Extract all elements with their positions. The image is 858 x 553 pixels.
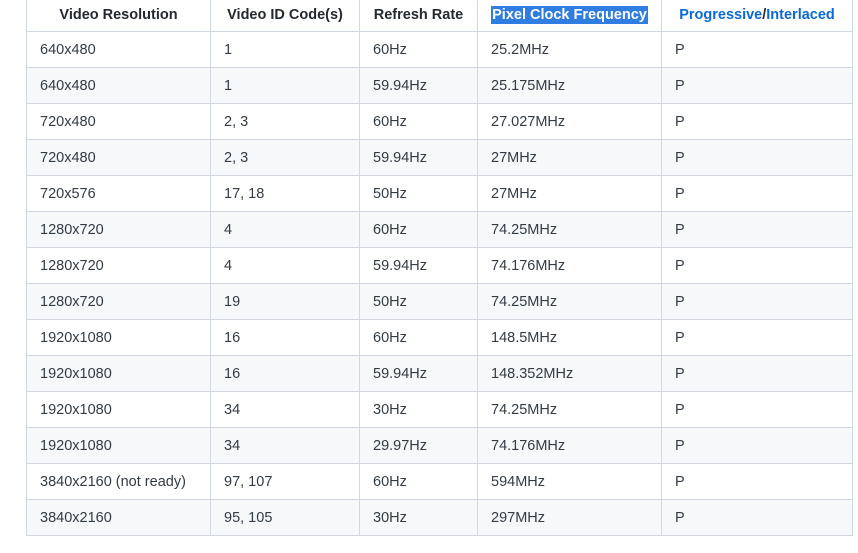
cell-pixel-clock-frequency: 297MHz [477, 499, 662, 536]
table-body: 640x480 1 60Hz 25.2MHz P 640x480 1 59.94Hz 25.17… [26, 31, 853, 536]
cell-video-resolution: 640x480 [26, 67, 211, 104]
cell-video-id-codes: 34 [210, 427, 360, 464]
table-row: 3840x2160 (not ready) 97, 107 60Hz 594MHz P [26, 463, 853, 500]
cell-refresh-rate: 60Hz [359, 103, 478, 140]
cell-scan-type: P [661, 139, 853, 176]
cell-scan-type: P [661, 283, 853, 320]
cell-refresh-rate: 60Hz [359, 211, 478, 248]
cell-video-id-codes: 4 [210, 211, 360, 248]
cell-pixel-clock-frequency: 25.175MHz [477, 67, 662, 104]
cell-video-id-codes: 16 [210, 319, 360, 356]
cell-scan-type: P [661, 103, 853, 140]
cell-refresh-rate: 50Hz [359, 175, 478, 212]
cell-scan-type: P [661, 175, 853, 212]
table-row: 640x480 1 59.94Hz 25.175MHz P [26, 67, 853, 104]
cell-video-resolution: 720x480 [26, 139, 211, 176]
cell-video-id-codes: 95, 105 [210, 499, 360, 536]
cell-refresh-rate: 30Hz [359, 391, 478, 428]
cell-pixel-clock-frequency: 74.25MHz [477, 211, 662, 248]
video-timings-table: Video Resolution Video ID Code(s) Refres… [26, 0, 853, 536]
cell-refresh-rate: 50Hz [359, 283, 478, 320]
cell-refresh-rate: 59.94Hz [359, 247, 478, 284]
cell-pixel-clock-frequency: 25.2MHz [477, 31, 662, 68]
cell-pixel-clock-frequency: 148.352MHz [477, 355, 662, 392]
cell-pixel-clock-frequency: 27MHz [477, 175, 662, 212]
table-row: 1920x1080 34 29.97Hz 74.176MHz P [26, 427, 853, 464]
table-row: 720x480 2, 3 60Hz 27.027MHz P [26, 103, 853, 140]
cell-refresh-rate: 29.97Hz [359, 427, 478, 464]
table-row: 1280x720 19 50Hz 74.25MHz P [26, 283, 853, 320]
cell-pixel-clock-frequency: 74.176MHz [477, 427, 662, 464]
cell-video-resolution: 1920x1080 [26, 427, 211, 464]
cell-scan-type: P [661, 319, 853, 356]
cell-video-resolution: 1280x720 [26, 211, 211, 248]
cell-video-id-codes: 2, 3 [210, 139, 360, 176]
table-row: 1920x1080 16 60Hz 148.5MHz P [26, 319, 853, 356]
header-video-resolution: Video Resolution [26, 0, 211, 32]
table-row: 1280x720 4 60Hz 74.25MHz P [26, 211, 853, 248]
cell-pixel-clock-frequency: 74.25MHz [477, 283, 662, 320]
cell-refresh-rate: 59.94Hz [359, 355, 478, 392]
table-row: 640x480 1 60Hz 25.2MHz P [26, 31, 853, 68]
header-row: Video Resolution Video ID Code(s) Refres… [26, 0, 853, 32]
cell-refresh-rate: 30Hz [359, 499, 478, 536]
cell-video-id-codes: 4 [210, 247, 360, 284]
cell-video-id-codes: 17, 18 [210, 175, 360, 212]
cell-video-id-codes: 34 [210, 391, 360, 428]
cell-scan-type: P [661, 463, 853, 500]
header-separator: / [762, 7, 767, 23]
cell-video-resolution: 720x480 [26, 103, 211, 140]
cell-scan-type: P [661, 247, 853, 284]
cell-refresh-rate: 60Hz [359, 463, 478, 500]
cell-video-id-codes: 1 [210, 67, 360, 104]
cell-video-resolution: 3840x2160 (not ready) [26, 463, 211, 500]
cell-pixel-clock-frequency: 27.027MHz [477, 103, 662, 140]
cell-video-resolution: 1920x1080 [26, 355, 211, 392]
cell-video-resolution: 1920x1080 [26, 391, 211, 428]
cell-video-resolution: 1920x1080 [26, 319, 211, 356]
cell-scan-type: P [661, 67, 853, 104]
table-row: 1280x720 4 59.94Hz 74.176MHz P [26, 247, 853, 284]
cell-video-resolution: 640x480 [26, 31, 211, 68]
cell-scan-type: P [661, 391, 853, 428]
cell-refresh-rate: 59.94Hz [359, 139, 478, 176]
header-pixel-clock-frequency: Pixel Clock Frequency [477, 0, 662, 32]
header-refresh-rate: Refresh Rate [359, 0, 478, 32]
cell-pixel-clock-frequency: 27MHz [477, 139, 662, 176]
cell-refresh-rate: 59.94Hz [359, 67, 478, 104]
table-row: 720x480 2, 3 59.94Hz 27MHz P [26, 139, 853, 176]
header-progressive-interlaced: Progressive/Interlaced [661, 0, 853, 32]
cell-scan-type: P [661, 427, 853, 464]
cell-scan-type: P [661, 499, 853, 536]
cell-video-resolution: 1280x720 [26, 247, 211, 284]
cell-video-id-codes: 19 [210, 283, 360, 320]
cell-scan-type: P [661, 31, 853, 68]
table-row: 1920x1080 34 30Hz 74.25MHz P [26, 391, 853, 428]
table-row: 1920x1080 16 59.94Hz 148.352MHz P [26, 355, 853, 392]
cell-scan-type: P [661, 211, 853, 248]
header-video-id-codes: Video ID Code(s) [210, 0, 360, 32]
progressive-link[interactable]: Progressive [679, 7, 763, 23]
cell-pixel-clock-frequency: 148.5MHz [477, 319, 662, 356]
cell-video-resolution: 720x576 [26, 175, 211, 212]
cell-scan-type: P [661, 355, 853, 392]
cell-pixel-clock-frequency: 74.25MHz [477, 391, 662, 428]
interlaced-link[interactable]: Interlaced [766, 7, 835, 23]
selected-header-text[interactable]: Pixel Clock Frequency [491, 6, 648, 24]
cell-pixel-clock-frequency: 594MHz [477, 463, 662, 500]
cell-video-id-codes: 16 [210, 355, 360, 392]
cell-video-resolution: 1280x720 [26, 283, 211, 320]
cell-refresh-rate: 60Hz [359, 319, 478, 356]
table-header: Video Resolution Video ID Code(s) Refres… [26, 0, 853, 32]
table-row: 720x576 17, 18 50Hz 27MHz P [26, 175, 853, 212]
cell-video-id-codes: 2, 3 [210, 103, 360, 140]
cell-pixel-clock-frequency: 74.176MHz [477, 247, 662, 284]
cell-refresh-rate: 60Hz [359, 31, 478, 68]
table-row: 3840x2160 95, 105 30Hz 297MHz P [26, 499, 853, 536]
cell-video-id-codes: 97, 107 [210, 463, 360, 500]
cell-video-resolution: 3840x2160 [26, 499, 211, 536]
cell-video-id-codes: 1 [210, 31, 360, 68]
